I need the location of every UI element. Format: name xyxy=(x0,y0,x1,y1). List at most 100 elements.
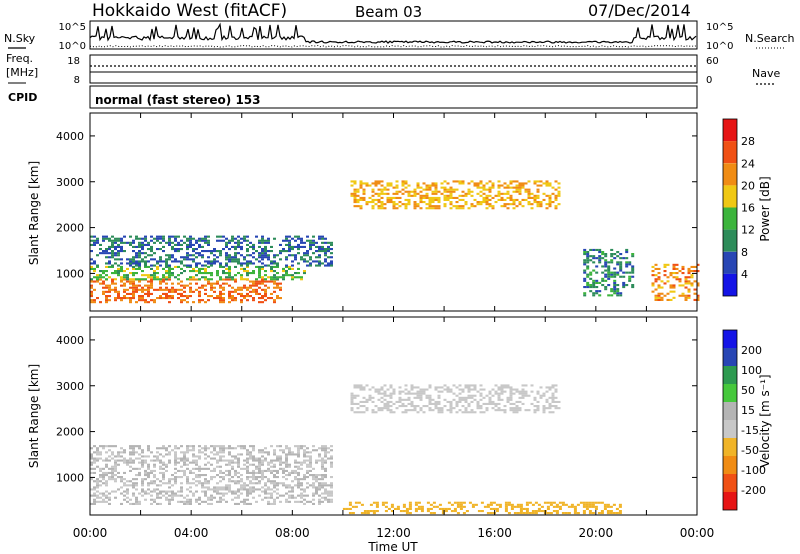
data-cell xyxy=(192,447,195,450)
data-cell xyxy=(141,484,144,487)
data-cell xyxy=(114,299,117,302)
data-cell xyxy=(398,196,402,199)
data-cell xyxy=(150,471,153,474)
data-cell xyxy=(473,388,477,391)
data-cell xyxy=(318,245,321,248)
data-cell xyxy=(105,451,108,454)
data-cell xyxy=(105,235,108,238)
data-cell xyxy=(144,239,147,242)
data-cell xyxy=(162,260,165,263)
data-cell xyxy=(117,297,120,300)
data-cell xyxy=(654,296,658,299)
data-cell xyxy=(180,280,183,283)
data-cell xyxy=(129,272,132,275)
data-cell xyxy=(321,500,324,503)
data-cell xyxy=(216,297,219,300)
data-cell xyxy=(551,398,555,401)
data-cell xyxy=(513,505,517,508)
data-cell xyxy=(156,478,159,481)
data-cell xyxy=(273,254,276,257)
data-cell xyxy=(294,496,297,499)
colorbar-tick-label: -50 xyxy=(741,444,759,457)
data-cell xyxy=(174,476,177,479)
data-cell xyxy=(108,455,111,458)
cpid-label: CPID xyxy=(8,91,37,104)
data-cell xyxy=(108,290,111,293)
data-cell xyxy=(631,275,635,278)
data-cell xyxy=(285,474,288,477)
data-cell xyxy=(228,297,231,300)
data-cell xyxy=(449,186,453,189)
data-cell xyxy=(144,469,147,472)
data-cell xyxy=(105,265,108,268)
data-cell xyxy=(99,457,102,460)
data-cell xyxy=(114,467,117,470)
data-cell xyxy=(273,278,276,281)
data-cell xyxy=(392,203,396,206)
data-cell xyxy=(147,484,150,487)
data-cell xyxy=(216,250,219,253)
data-cell xyxy=(198,243,201,246)
data-cell xyxy=(437,198,441,201)
data-cell xyxy=(267,500,270,503)
data-cell xyxy=(356,411,360,414)
data-cell xyxy=(380,190,384,193)
data-cell xyxy=(99,467,102,470)
data-cell xyxy=(210,284,213,287)
data-cell xyxy=(321,241,324,244)
data-cell xyxy=(488,402,492,405)
data-cell xyxy=(327,245,330,248)
data-cell xyxy=(174,480,177,483)
data-cell xyxy=(129,235,132,238)
data-cell xyxy=(156,267,159,270)
data-cell xyxy=(306,451,309,454)
data-cell xyxy=(252,270,255,273)
data-cell xyxy=(604,265,608,268)
data-cell xyxy=(186,265,189,268)
data-cell xyxy=(255,292,258,295)
data-cell xyxy=(186,476,189,479)
data-cell xyxy=(297,474,300,477)
data-cell xyxy=(588,505,592,508)
data-cell xyxy=(604,261,608,264)
data-cell xyxy=(216,459,219,462)
data-cell xyxy=(228,301,231,304)
data-cell xyxy=(542,407,546,410)
data-cell xyxy=(604,273,608,276)
data-cell xyxy=(159,484,162,487)
data-cell xyxy=(536,188,540,191)
data-cell xyxy=(195,265,198,268)
data-cell xyxy=(628,279,632,282)
data-cell xyxy=(261,239,264,242)
data-cell xyxy=(522,507,526,510)
data-cell xyxy=(90,455,93,458)
data-cell xyxy=(374,184,378,187)
data-cell xyxy=(180,284,183,287)
data-cell xyxy=(306,252,309,255)
data-cell xyxy=(240,301,243,304)
data-cell xyxy=(324,248,327,251)
data-cell xyxy=(204,301,207,304)
data-cell xyxy=(180,239,183,242)
data-cell xyxy=(539,396,543,399)
data-cell xyxy=(96,478,99,481)
data-cell xyxy=(270,445,273,448)
data-cell xyxy=(613,275,617,278)
data-cell xyxy=(168,445,171,448)
data-cell xyxy=(330,482,333,485)
data-cell xyxy=(297,447,300,450)
data-cell xyxy=(598,259,602,262)
data-cell xyxy=(417,505,421,508)
data-cell xyxy=(267,286,270,289)
data-cell xyxy=(497,198,501,201)
data-cell xyxy=(117,258,120,261)
data-cell xyxy=(598,255,602,258)
data-cell xyxy=(377,398,381,401)
data-cell xyxy=(416,405,420,408)
data-cell xyxy=(324,453,327,456)
data-cell xyxy=(90,295,93,298)
data-cell xyxy=(234,288,237,291)
data-cell xyxy=(159,459,162,462)
data-cell xyxy=(219,264,222,267)
